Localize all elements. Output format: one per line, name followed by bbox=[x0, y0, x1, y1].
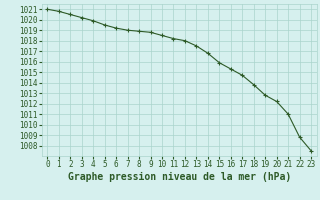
X-axis label: Graphe pression niveau de la mer (hPa): Graphe pression niveau de la mer (hPa) bbox=[68, 172, 291, 182]
